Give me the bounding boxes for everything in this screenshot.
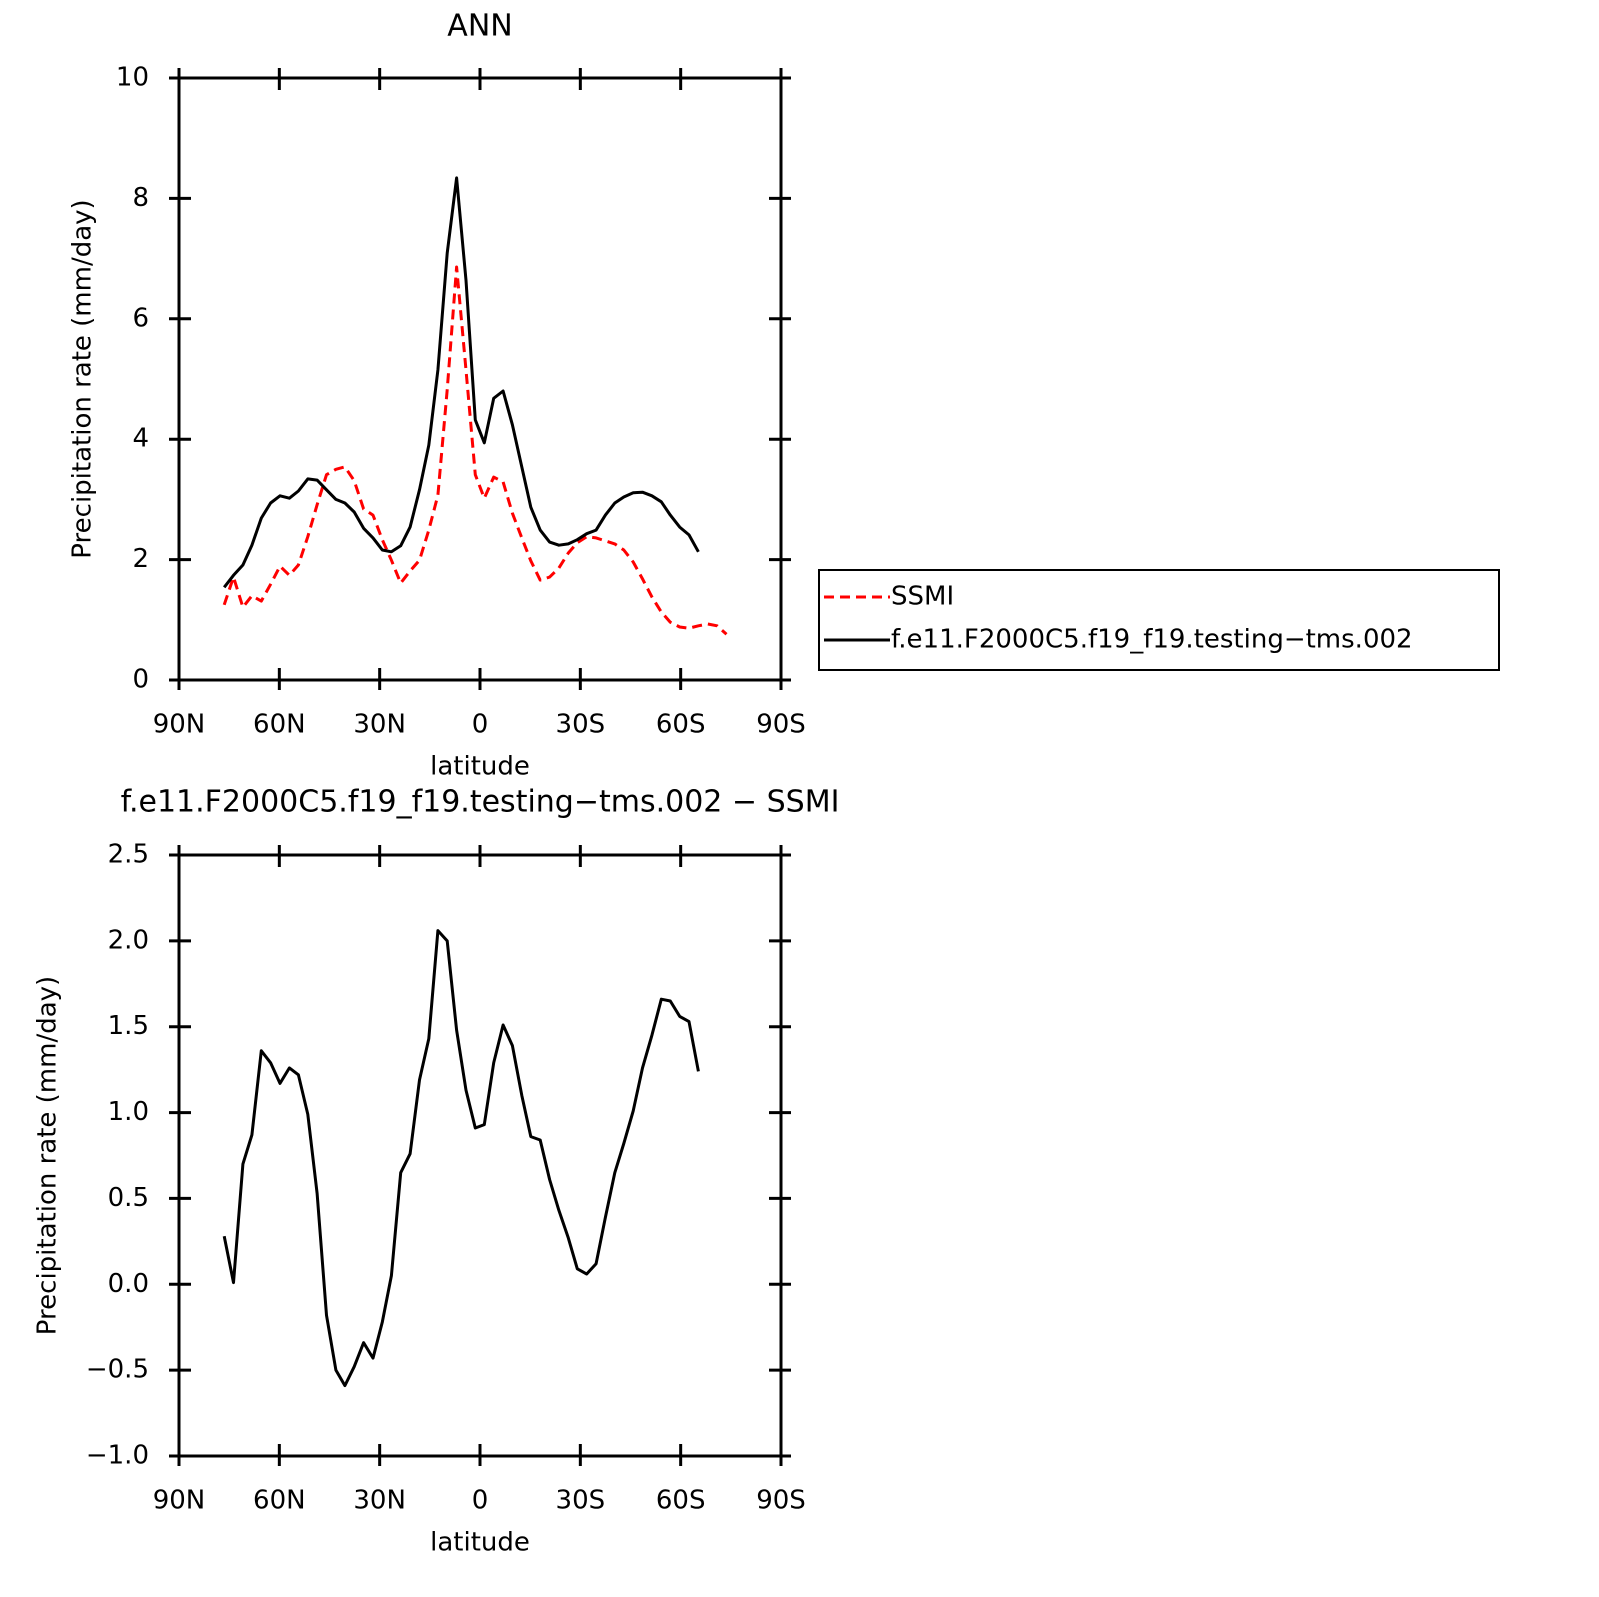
x-tick-label: 0: [472, 1486, 489, 1516]
data-line: [222, 929, 700, 1388]
legend-box: [818, 569, 1500, 671]
y-tick-label: 10: [116, 63, 149, 93]
x-axis-label: latitude: [430, 752, 530, 782]
y-tick-label: −1.0: [86, 1441, 149, 1471]
y-tick-label: 1.0: [108, 1097, 149, 1127]
x-tick-label: 30N: [353, 1486, 406, 1516]
x-tick-label: 90N: [153, 710, 206, 740]
y-tick-label: 2.5: [108, 840, 149, 870]
data-line: [222, 265, 728, 636]
data-line: [223, 176, 700, 589]
chart-title: f.e11.F2000C5.f19_f19.testing−tms.002 − …: [121, 785, 840, 820]
y-tick-label: 8: [132, 183, 149, 213]
x-tick-label: 90N: [153, 1486, 206, 1516]
x-tick-label: 60N: [253, 1486, 306, 1516]
x-tick-label: 90S: [756, 1486, 806, 1516]
y-tick-label: 0.5: [108, 1183, 149, 1213]
x-tick-label: 90S: [756, 710, 806, 740]
x-tick-label: 60S: [656, 710, 706, 740]
y-tick-label: 4: [132, 424, 149, 454]
x-axis-label: latitude: [430, 1528, 530, 1558]
plot-frame: [177, 853, 783, 1458]
x-tick-label: 60N: [253, 710, 306, 740]
y-tick-label: 0: [132, 665, 149, 695]
y-axis-label: Precipitation rate (mm/day): [68, 199, 98, 558]
x-tick-label: 30S: [556, 710, 606, 740]
x-tick-label: 60S: [656, 1486, 706, 1516]
y-axis-label: Precipitation rate (mm/day): [33, 976, 63, 1335]
chart-title: ANN: [447, 9, 512, 44]
y-tick-label: 0.0: [108, 1269, 149, 1299]
y-tick-label: 6: [132, 303, 149, 333]
y-tick-label: 2.0: [108, 925, 149, 955]
legend-label: f.e11.F2000C5.f19_f19.testing−tms.002: [891, 625, 1413, 655]
legend-label: SSMI: [891, 582, 954, 612]
y-tick-label: 1.5: [108, 1011, 149, 1041]
x-tick-label: 30N: [353, 710, 406, 740]
y-tick-label: −0.5: [86, 1355, 149, 1385]
x-tick-label: 30S: [556, 1486, 606, 1516]
y-tick-label: 2: [132, 544, 149, 574]
x-tick-label: 0: [472, 710, 489, 740]
